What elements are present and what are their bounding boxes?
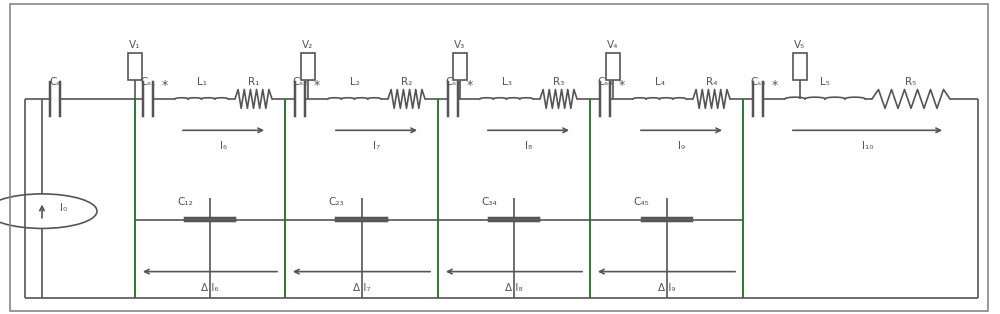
Text: L₄: L₄	[654, 77, 664, 87]
Text: V₂: V₂	[302, 40, 314, 50]
Text: V₄: V₄	[607, 40, 619, 50]
Bar	[453, 53, 467, 80]
Text: C₄₅: C₄₅	[634, 197, 649, 207]
Text: C₂₃: C₂₃	[329, 197, 344, 207]
Text: R₂: R₂	[401, 77, 412, 87]
Text: I₆: I₆	[220, 141, 227, 151]
Text: Cₛ₁: Cₛ₁	[140, 77, 156, 87]
Text: L₂: L₂	[350, 77, 359, 87]
Text: C₃₄: C₃₄	[481, 197, 497, 207]
Text: Cₛ₄: Cₛ₄	[597, 77, 613, 87]
Text: *: *	[314, 79, 320, 93]
Text: *: *	[162, 79, 168, 93]
Bar	[606, 53, 620, 80]
Text: V₅: V₅	[794, 40, 806, 50]
Text: Δ I₈: Δ I₈	[505, 283, 523, 293]
Text: R₃: R₃	[553, 77, 564, 87]
Text: Δ I₉: Δ I₉	[658, 283, 675, 293]
Text: I₁₀: I₁₀	[862, 141, 873, 151]
Text: I₈: I₈	[525, 141, 532, 151]
Text: Cₛ₂: Cₛ₂	[292, 77, 308, 87]
Bar	[128, 53, 142, 80]
Text: Cₛ₃: Cₛ₃	[445, 77, 461, 87]
Text: Cₛ₅: Cₛ₅	[750, 77, 766, 87]
Text: *: *	[772, 79, 778, 93]
Text: Δ I₇: Δ I₇	[353, 283, 370, 293]
Text: *: *	[619, 79, 625, 93]
Text: R₁: R₁	[248, 77, 259, 87]
Bar	[793, 53, 807, 80]
Text: Cₛ: Cₛ	[49, 77, 61, 87]
Text: C₁₂: C₁₂	[177, 197, 193, 207]
Text: *: *	[467, 79, 473, 93]
Text: I₇: I₇	[373, 141, 380, 151]
Text: R₅: R₅	[905, 77, 917, 87]
Text: R₄: R₄	[706, 77, 717, 87]
Text: V₁: V₁	[129, 40, 141, 50]
Text: I₉: I₉	[678, 141, 685, 151]
Bar	[301, 53, 315, 80]
Text: V₃: V₃	[454, 40, 466, 50]
Text: L₅: L₅	[820, 77, 830, 87]
Text: L₃: L₃	[502, 77, 511, 87]
Text: Δ I₆: Δ I₆	[201, 283, 219, 293]
Text: I₀: I₀	[60, 203, 67, 213]
Text: L₁: L₁	[196, 77, 207, 87]
